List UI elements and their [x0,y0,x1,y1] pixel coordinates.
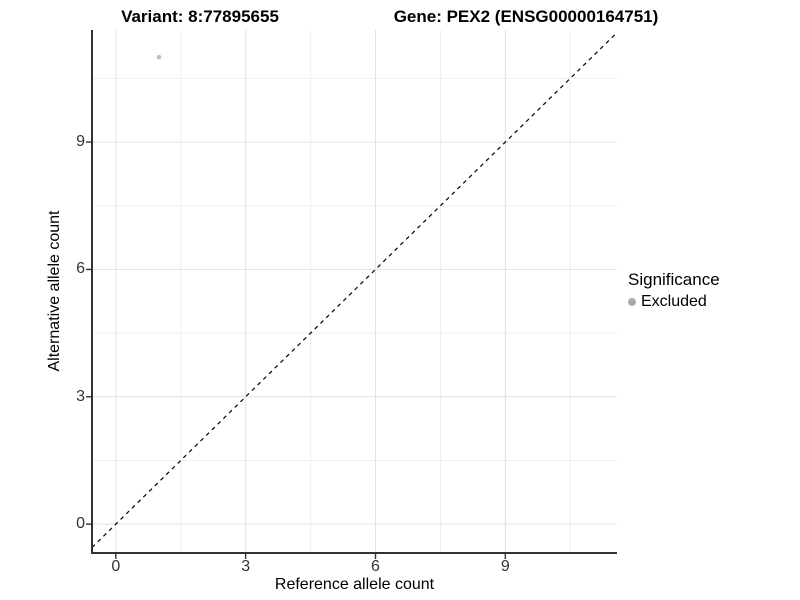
plot-title-variant: Variant: 8:77895655 [121,7,279,26]
y-axis-tick-label: 0 [76,515,85,533]
legend: Significance Excluded [628,270,720,311]
legend-point-icon [628,298,636,306]
identity-reference-line [91,32,618,548]
data-point [156,54,162,60]
y-axis-tick-label: 6 [76,260,85,278]
x-axis-tick-label: 3 [241,558,251,575]
x-axis-tick-label: 0 [111,558,121,575]
legend-title: Significance [628,270,720,289]
y-axis-title: Alternative allele count [46,210,63,372]
x-axis-title: Reference allele count [274,576,435,593]
y-axis-tick-label: 3 [76,387,85,405]
plot-title-gene: Gene: PEX2 (ENSG00000164751) [393,7,659,26]
y-axis-tick-label: 9 [76,133,85,151]
legend-item-excluded: Excluded [628,293,720,311]
x-axis-tick-label: 6 [371,558,380,575]
x-axis-tick-label: 9 [500,558,510,575]
legend-item-label: Excluded [641,293,707,310]
